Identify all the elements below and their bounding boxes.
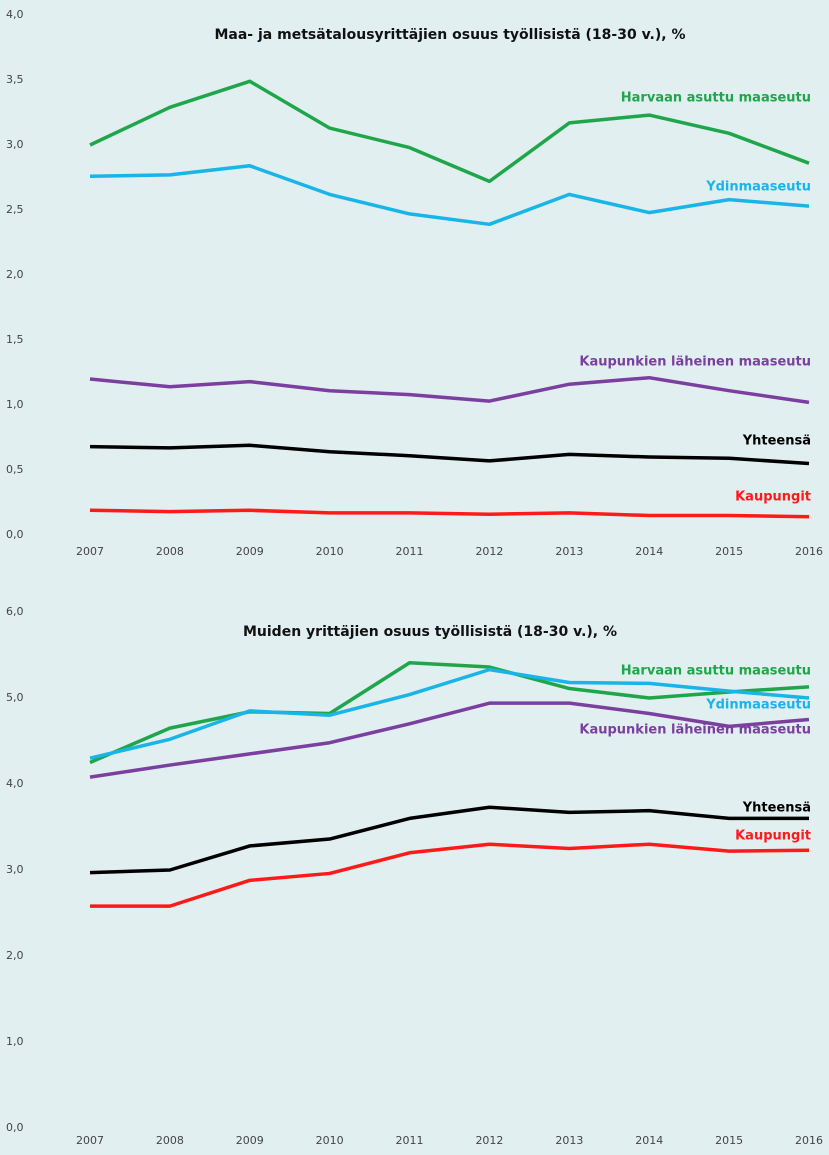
y-tick-label: 0,0 [6, 528, 24, 541]
series-line [89, 164, 810, 227]
chart-title: Muiden yrittäjien osuus työllisistä (18-… [243, 624, 617, 640]
x-tick-label: 2008 [156, 1134, 184, 1147]
y-tick-label: 3,0 [6, 138, 24, 151]
x-tick-label: 2015 [715, 545, 743, 558]
y-tick-label: 1,5 [6, 333, 24, 346]
series-line [89, 443, 810, 466]
x-tick-label: 2012 [475, 545, 503, 558]
x-tick-label: 2011 [396, 545, 424, 558]
x-tick-label: 2013 [555, 1134, 583, 1147]
x-tick-label: 2013 [555, 545, 583, 558]
x-tick-label: 2007 [76, 545, 104, 558]
series-label: Kaupunkien läheinen maaseutu [579, 723, 811, 738]
y-tick-label: 1,0 [6, 398, 24, 411]
series-line [89, 805, 809, 875]
series-label: Harvaan asuttu maaseutu [621, 664, 811, 679]
y-tick-label: 2,0 [6, 268, 24, 281]
x-tick-label: 2009 [236, 1134, 264, 1147]
x-tick-label: 2010 [316, 1134, 344, 1147]
series-line [89, 667, 810, 760]
series-label: Ydinmaaseutu [705, 180, 811, 195]
y-tick-label: 0,0 [6, 1121, 24, 1134]
series-line [89, 79, 810, 184]
y-tick-label: 6,0 [6, 605, 24, 618]
series-label: Kaupungit [735, 829, 811, 844]
y-tick-label: 4,0 [6, 777, 24, 790]
x-tick-label: 2014 [635, 1134, 663, 1147]
y-tick-label: 5,0 [6, 691, 24, 704]
x-tick-label: 2016 [795, 545, 823, 558]
series-label: Ydinmaaseutu [705, 698, 811, 713]
series-line [89, 508, 810, 519]
x-tick-label: 2012 [475, 1134, 503, 1147]
y-tick-label: 3,0 [6, 863, 24, 876]
y-tick-label: 2,5 [6, 203, 24, 216]
y-tick-label: 3,5 [6, 73, 24, 86]
y-tick-label: 1,0 [6, 1035, 24, 1048]
series-label: Kaupunkien läheinen maaseutu [579, 355, 811, 370]
series-line [89, 701, 810, 779]
series-label: Yhteensä [742, 434, 811, 449]
series-label: Yhteensä [742, 801, 811, 816]
y-tick-label: 4,0 [6, 8, 24, 21]
x-tick-label: 2011 [396, 1134, 424, 1147]
x-tick-label: 2015 [715, 1134, 743, 1147]
y-tick-label: 0,5 [6, 463, 24, 476]
x-tick-label: 2007 [76, 1134, 104, 1147]
x-tick-label: 2009 [236, 545, 264, 558]
x-tick-label: 2008 [156, 545, 184, 558]
series-label: Harvaan asuttu maaseutu [621, 91, 811, 106]
x-tick-label: 2016 [795, 1134, 823, 1147]
chart-title: Maa- ja metsätalousyrittäjien osuus työl… [214, 27, 685, 43]
x-tick-label: 2010 [316, 545, 344, 558]
y-tick-label: 2,0 [6, 949, 24, 962]
series-line [90, 842, 810, 908]
x-tick-label: 2014 [635, 545, 663, 558]
series-line [89, 660, 810, 765]
series-line [89, 375, 810, 405]
series-label: Kaupungit [735, 490, 811, 505]
